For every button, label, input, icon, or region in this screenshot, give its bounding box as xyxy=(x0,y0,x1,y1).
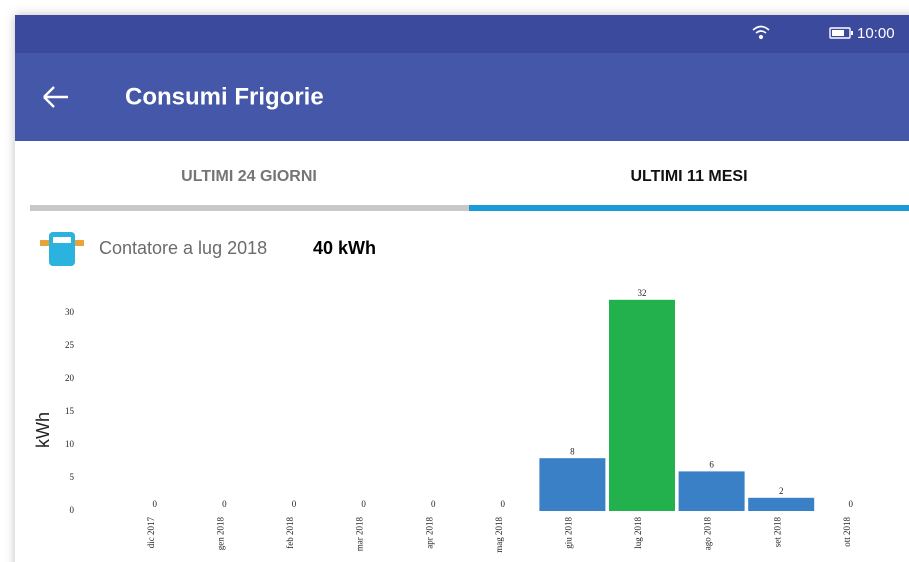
counter-value: 40 kWh xyxy=(313,238,376,258)
tab[interactable]: ULTIMI 24 GIORNI xyxy=(181,168,317,185)
y-tick-label: 0 xyxy=(70,505,75,515)
y-tick-label: 20 xyxy=(65,373,75,383)
x-tick-label: mag 2018 xyxy=(494,517,504,553)
x-tick-label: apr 2018 xyxy=(424,517,434,549)
y-tick-label: 10 xyxy=(65,439,75,449)
back-button[interactable] xyxy=(43,86,68,108)
battery-icon xyxy=(829,27,853,39)
meter-icon xyxy=(40,232,84,266)
x-tick-label: giu 2018 xyxy=(563,517,573,549)
bar xyxy=(609,299,675,511)
x-tick-label: dic 2017 xyxy=(146,517,156,549)
value-label: 8 xyxy=(570,446,575,456)
value-label: 0 xyxy=(222,499,227,509)
y-tick-label: 5 xyxy=(70,472,75,482)
wifi-icon xyxy=(752,25,770,40)
tab-indicator xyxy=(469,205,909,211)
app-title: Consumi Frigorie xyxy=(125,83,324,110)
x-tick-label: gen 2018 xyxy=(215,517,225,551)
app-bar xyxy=(15,53,909,141)
value-label: 6 xyxy=(709,459,714,469)
value-label: 0 xyxy=(361,499,366,509)
x-tick-label: ago 2018 xyxy=(703,517,713,551)
x-tick-label: mar 2018 xyxy=(355,517,365,552)
x-tick-label: feb 2018 xyxy=(285,517,295,549)
value-label: 0 xyxy=(849,499,854,509)
value-label: 0 xyxy=(501,499,506,509)
value-label: 32 xyxy=(638,288,647,298)
bar xyxy=(539,458,606,511)
y-tick-label: 15 xyxy=(65,406,75,416)
value-label: 2 xyxy=(779,486,784,496)
x-tick-label: lug 2018 xyxy=(633,517,643,549)
y-tick-label: 25 xyxy=(65,340,75,350)
counter-label: Contatore a lug 2018 xyxy=(99,238,267,258)
value-label: 0 xyxy=(431,499,436,509)
value-label: 0 xyxy=(153,499,158,509)
x-tick-label: ott 2018 xyxy=(842,517,852,547)
status-time: 10:00 xyxy=(857,25,895,42)
status-bar xyxy=(15,15,909,53)
y-tick-label: 30 xyxy=(65,307,75,317)
value-label: 0 xyxy=(292,499,297,509)
bar xyxy=(748,497,815,511)
y-axis-label: kWh xyxy=(33,412,53,448)
x-tick-label: set 2018 xyxy=(772,517,782,548)
bar xyxy=(678,471,745,511)
tab-selected[interactable]: ULTIMI 11 MESI xyxy=(630,168,747,185)
tab-track xyxy=(30,205,469,211)
